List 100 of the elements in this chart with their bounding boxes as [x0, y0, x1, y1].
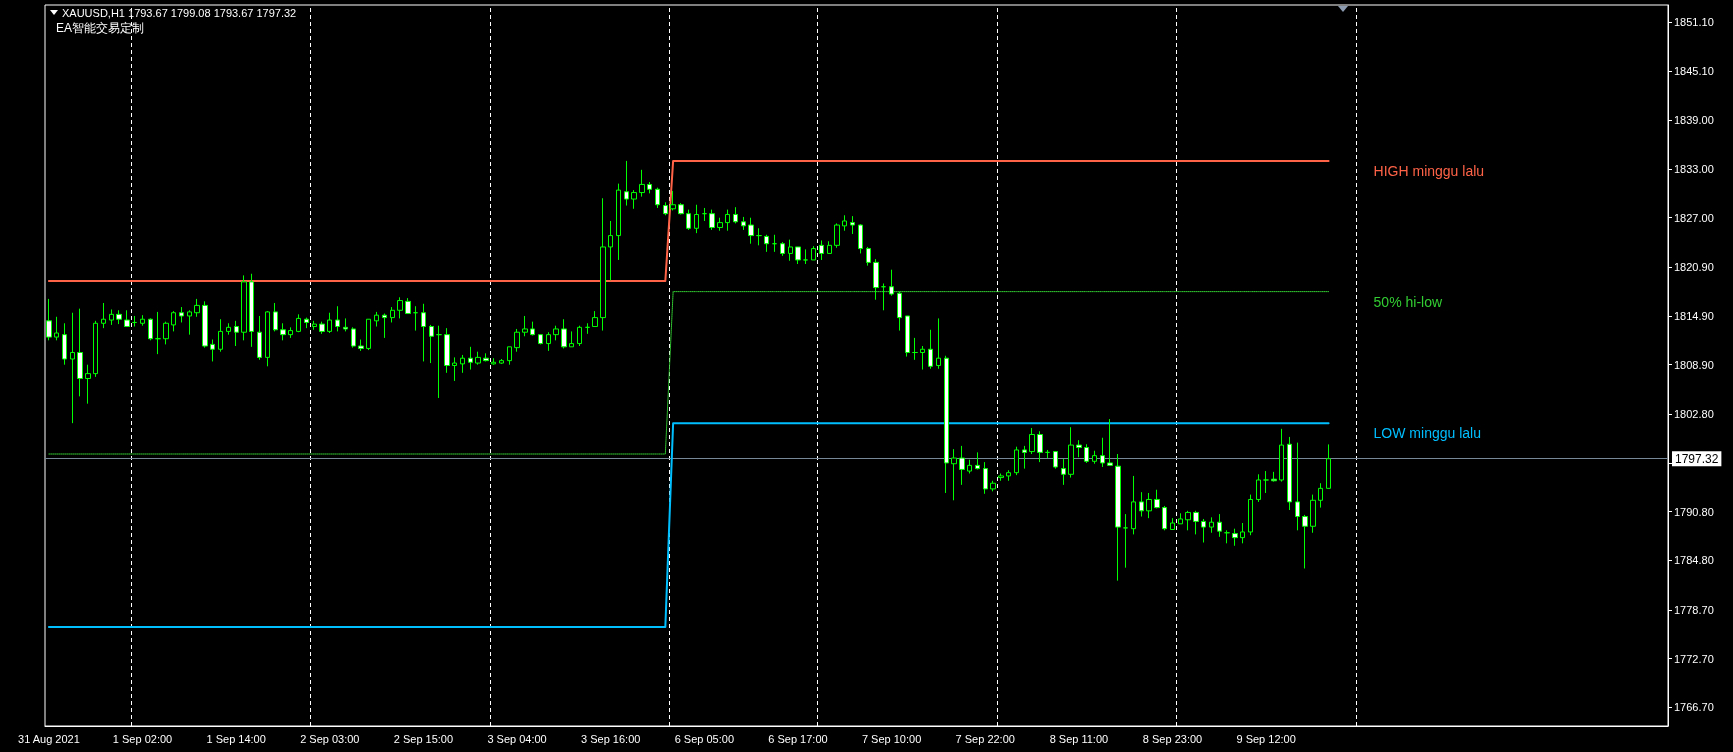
candlestick — [616, 183, 621, 261]
x-tick-label: 6 Sep 05:00 — [674, 732, 735, 745]
candlestick — [1279, 428, 1284, 483]
candlestick — [998, 472, 1004, 482]
candlestick — [1131, 475, 1136, 535]
candlestick — [764, 234, 769, 253]
candlestick — [468, 346, 473, 371]
x-tick-label: 8 Sep 23:00 — [1142, 732, 1203, 745]
candlestick — [1217, 513, 1222, 538]
candlestick — [897, 291, 902, 332]
candlestick — [1061, 458, 1066, 486]
candlestick — [944, 355, 949, 494]
candlestick — [920, 345, 925, 371]
candlestick — [788, 239, 793, 262]
candlestick — [273, 302, 278, 332]
candlestick — [530, 321, 535, 336]
candlestick — [1068, 426, 1074, 479]
candlestick — [1100, 437, 1105, 468]
candlestick — [866, 246, 871, 267]
ref-line-label: 1797.32 — [1675, 451, 1719, 466]
candlestick — [1185, 510, 1191, 531]
candlestick — [1232, 528, 1238, 547]
candlestick — [631, 189, 637, 210]
candlestick — [194, 298, 200, 318]
candlestick — [1139, 491, 1144, 518]
candlestick — [1263, 470, 1269, 494]
candlestick — [452, 356, 457, 382]
candlestick — [241, 274, 247, 341]
candlestick — [218, 318, 223, 353]
candlestick — [811, 245, 816, 261]
candlestick — [585, 322, 590, 335]
candlestick — [335, 305, 340, 332]
candlestick — [639, 169, 645, 198]
candlestick — [132, 315, 137, 328]
candlestick — [296, 313, 301, 333]
candlestick — [1224, 529, 1230, 544]
x-tick-label: 9 Sep 12:00 — [1236, 732, 1296, 745]
candlestick — [928, 329, 933, 370]
x-tick-label: 31 Aug 2021 — [18, 732, 80, 745]
candlestick — [288, 326, 293, 339]
candlestick — [983, 461, 988, 495]
candlestick — [202, 300, 208, 349]
candlestick — [421, 303, 426, 362]
candlestick — [70, 312, 75, 424]
x-tick-label: 8 Sep 11:00 — [1049, 732, 1109, 745]
candlestick — [702, 207, 707, 222]
candlestick — [655, 187, 660, 209]
y-tick-label: 1839.00 — [1674, 114, 1714, 127]
candlestick — [905, 315, 910, 358]
candlestick — [514, 328, 520, 353]
candlestick — [756, 227, 762, 246]
candlestick — [709, 209, 715, 231]
candlestick — [257, 315, 262, 361]
candlestick — [608, 220, 613, 281]
candlestick — [234, 320, 239, 347]
y-tick-label: 1808.90 — [1674, 358, 1714, 371]
candlestick — [460, 354, 465, 374]
x-tick-label: 2 Sep 03:00 — [300, 732, 360, 745]
candlestick — [1248, 494, 1253, 536]
candlestick — [1318, 482, 1323, 509]
candlestick — [1123, 513, 1128, 569]
x-tick-label: 3 Sep 04:00 — [487, 732, 547, 745]
candlestick — [1162, 505, 1167, 531]
candlestick — [803, 248, 808, 265]
candlestick — [1201, 518, 1206, 543]
candlestick — [522, 315, 528, 337]
candlestick — [1209, 516, 1214, 534]
candlestick — [850, 215, 855, 235]
candlestick — [382, 313, 387, 339]
candlestick — [1178, 512, 1183, 525]
candlestick — [1326, 443, 1331, 489]
x-tick-label: 1 Sep 14:00 — [206, 732, 266, 745]
candlestick — [600, 197, 606, 332]
candlestick — [889, 269, 894, 297]
candlestick — [663, 201, 668, 216]
candlestick — [959, 445, 965, 486]
candlestick — [694, 204, 699, 234]
candlestick — [1193, 510, 1199, 535]
candlestick — [1006, 469, 1011, 482]
candlestick — [951, 448, 957, 501]
candlestick — [1146, 492, 1152, 519]
candlestick — [1022, 445, 1027, 470]
y-tick-label: 1784.80 — [1674, 554, 1714, 567]
text: LOW minggu lalu — [1373, 425, 1481, 442]
candlestick — [444, 327, 450, 374]
y-tick-label: 1766.70 — [1674, 701, 1714, 714]
candlestick — [226, 322, 231, 336]
candlestick — [210, 339, 215, 362]
y-tick-label: 1802.80 — [1674, 408, 1714, 421]
candlestick — [327, 312, 332, 334]
candlestick — [795, 246, 801, 265]
candlestick — [148, 317, 153, 341]
candlestick — [54, 316, 59, 341]
candlestick — [741, 216, 746, 231]
y-tick-label: 1845.10 — [1674, 64, 1714, 77]
candlestick — [62, 322, 67, 366]
candlestick — [967, 459, 972, 474]
text: 50% hi-low — [1373, 293, 1443, 310]
candlestick — [686, 209, 691, 231]
candlestick — [936, 317, 941, 370]
